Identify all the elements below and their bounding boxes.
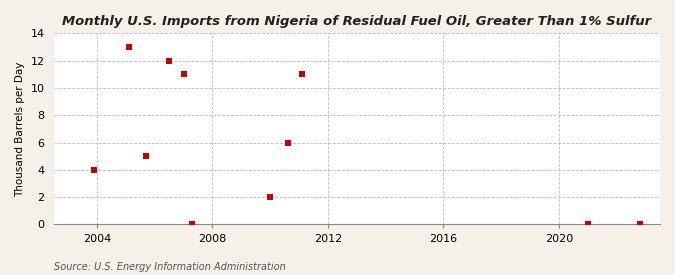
Point [296,72,307,76]
Point [124,45,134,49]
Point [583,222,593,227]
Point [140,154,151,158]
Point [164,59,175,63]
Title: Monthly U.S. Imports from Nigeria of Residual Fuel Oil, Greater Than 1% Sulfur: Monthly U.S. Imports from Nigeria of Res… [62,15,651,28]
Point [282,140,293,145]
Point [88,168,99,172]
Point [634,222,645,227]
Point [178,72,189,76]
Text: Source: U.S. Energy Information Administration: Source: U.S. Energy Information Administ… [54,262,286,272]
Point [187,222,198,227]
Point [265,195,275,199]
Y-axis label: Thousand Barrels per Day: Thousand Barrels per Day [15,61,25,197]
